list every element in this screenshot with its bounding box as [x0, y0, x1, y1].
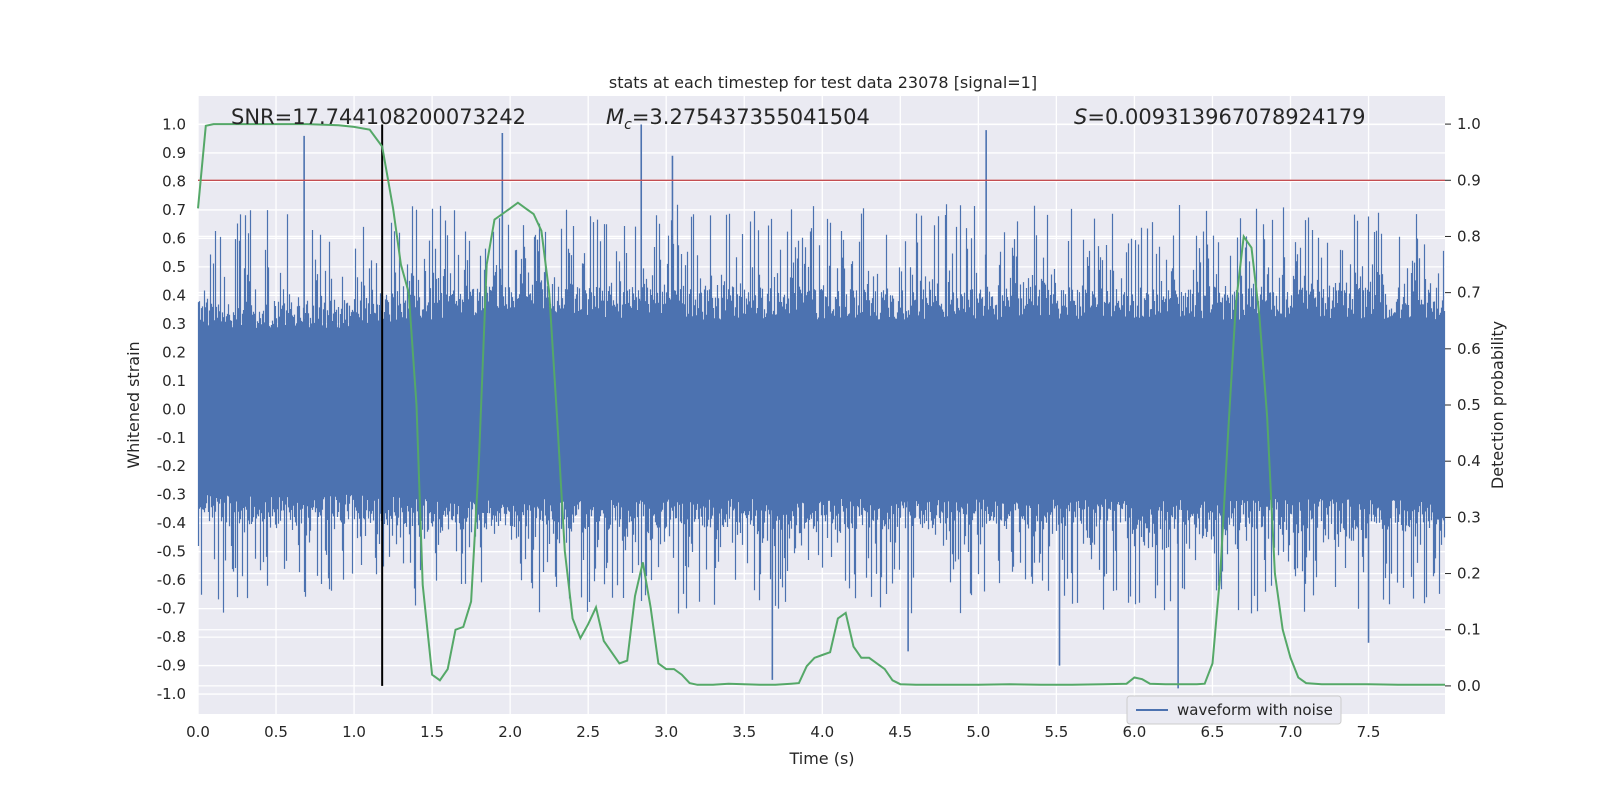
y-tick-left-label: -0.3: [157, 486, 186, 504]
x-tick-label: 5.0: [966, 723, 990, 741]
legend-box: [1126, 695, 1342, 725]
y-tick-left-label: -0.4: [157, 514, 186, 532]
y-tick-right-label: 0.2: [1457, 565, 1481, 583]
y-tick-left-label: 0.1: [162, 372, 186, 390]
x-tick-label: 4.0: [810, 723, 834, 741]
chart-title: stats at each timestep for test data 230…: [609, 73, 1037, 92]
x-tick-label: 1.0: [342, 723, 366, 741]
legend-label-waveform: waveform with noise: [1177, 701, 1333, 719]
x-tick-label: 2.0: [498, 723, 522, 741]
y-tick-left-label: 0.5: [162, 258, 186, 276]
y-tick-right-label: 0.3: [1457, 508, 1481, 526]
y-tick-left-label: 0.3: [162, 315, 186, 333]
y-tick-left-label: -0.7: [157, 600, 186, 618]
x-tick-label: 7.5: [1357, 723, 1381, 741]
x-axis-ticks: 0.0 0.5 1.0 1.5 2.0 2.5 3.0 3.5 4.0 4.5 5.0 5.5 6.0 6…: [186, 723, 1380, 741]
y-tick-right-label: 0.5: [1457, 396, 1481, 414]
y-tick-left-label: 0.2: [162, 343, 186, 361]
chirp-mass-annotation: Mc=3.275437355041504: [606, 105, 870, 133]
y-tick-right-label: 0.0: [1457, 677, 1481, 695]
chirp-mass-value: =3.275437355041504: [632, 105, 870, 129]
x-tick-label: 0.0: [186, 723, 210, 741]
y-axis-left-label: Whitened strain: [124, 341, 143, 468]
y-tick-right-label: 0.6: [1457, 340, 1481, 358]
y-axis-left-ticks: -1.0 -0.9 -0.8 -0.7 -0.6 -0.5 -0.4 -0.3 -0.2 -0.1…: [157, 115, 186, 703]
y-tick-left-label: 0.8: [162, 172, 186, 190]
x-axis-label: Time (s): [788, 749, 854, 768]
x-tick-label: 0.5: [264, 723, 288, 741]
x-tick-label: 3.0: [654, 723, 678, 741]
x-tick-label: 3.5: [732, 723, 756, 741]
detection-probability-line: [197, 123, 1445, 686]
s-value: =0.009313967078924179: [1087, 105, 1365, 129]
y-axis-right-label: Detection probability: [1488, 321, 1507, 489]
y-tick-left-label: -0.1: [157, 429, 186, 447]
x-tick-label: 7.0: [1279, 723, 1303, 741]
y-tick-left-label: -0.9: [157, 657, 186, 675]
y-tick-left-label: -0.6: [157, 571, 186, 589]
s-annotation: S=0.009313967078924179: [1074, 105, 1365, 129]
y-axis-right-ticks: 0.0 0.1 0.2 0.3 0.4 0.5 0.6 0.7 0.8 0.9 1.0: [1445, 115, 1481, 695]
y-tick-left-label: 1.0: [162, 115, 186, 133]
waveform-series: [197, 124, 1446, 689]
y-tick-left-label: -0.5: [157, 543, 186, 561]
s-symbol: S: [1074, 105, 1087, 129]
y-tick-left-label: 0.4: [162, 286, 186, 304]
y-tick-right-label: 0.7: [1457, 284, 1481, 302]
y-tick-right-label: 0.9: [1457, 171, 1481, 189]
snr-annotation: SNR=17.744108200073242: [231, 105, 526, 129]
waveform-noise-trace: [197, 204, 1446, 614]
y-tick-right-label: 1.0: [1457, 115, 1481, 133]
legend: waveform with noise: [1126, 695, 1342, 725]
y-tick-right-label: 0.4: [1457, 452, 1481, 470]
x-tick-label: 5.5: [1044, 723, 1068, 741]
x-tick-label: 6.0: [1122, 723, 1146, 741]
y-tick-left-label: 0.9: [162, 144, 186, 162]
chirp-mass-symbol: M: [606, 105, 624, 129]
chirp-mass-subscript: c: [624, 117, 632, 133]
y-tick-left-label: 0.7: [162, 201, 186, 219]
y-tick-right-label: 0.1: [1457, 621, 1481, 639]
x-tick-label: 2.5: [576, 723, 600, 741]
y-tick-left-label: -0.8: [157, 628, 186, 646]
y-tick-left-label: -1.0: [157, 685, 186, 703]
x-tick-label: 6.5: [1201, 723, 1225, 741]
y-tick-right-label: 0.8: [1457, 227, 1481, 245]
y-tick-left-label: 0.6: [162, 229, 186, 247]
x-tick-label: 1.5: [420, 723, 444, 741]
y-tick-left-label: -0.2: [157, 457, 186, 475]
y-tick-left-label: 0.0: [162, 400, 186, 418]
x-tick-label: 4.5: [888, 723, 912, 741]
